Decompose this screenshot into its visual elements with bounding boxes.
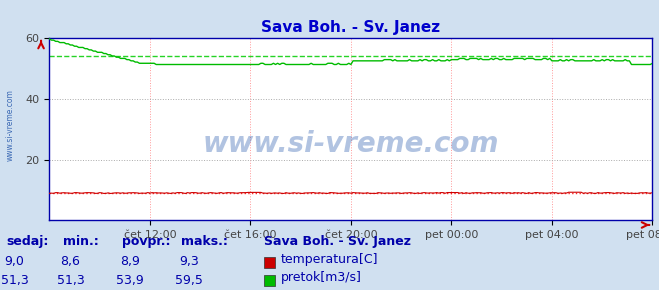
- Text: www.si-vreme.com: www.si-vreme.com: [5, 89, 14, 161]
- Text: 51,3: 51,3: [1, 274, 28, 287]
- Text: 9,0: 9,0: [5, 255, 24, 268]
- Text: 53,9: 53,9: [116, 274, 144, 287]
- Title: Sava Boh. - Sv. Janez: Sava Boh. - Sv. Janez: [262, 20, 440, 35]
- Text: Sava Boh. - Sv. Janez: Sava Boh. - Sv. Janez: [264, 235, 411, 248]
- Text: sedaj:: sedaj:: [7, 235, 49, 248]
- Text: www.si-vreme.com: www.si-vreme.com: [203, 130, 499, 158]
- Text: pretok[m3/s]: pretok[m3/s]: [281, 271, 362, 284]
- Text: 8,9: 8,9: [120, 255, 140, 268]
- Text: 8,6: 8,6: [61, 255, 80, 268]
- Text: 59,5: 59,5: [175, 274, 203, 287]
- Text: povpr.:: povpr.:: [122, 235, 171, 248]
- Text: min.:: min.:: [63, 235, 98, 248]
- Text: maks.:: maks.:: [181, 235, 228, 248]
- FancyBboxPatch shape: [264, 275, 275, 286]
- Text: 9,3: 9,3: [179, 255, 199, 268]
- Text: temperatura[C]: temperatura[C]: [281, 253, 378, 266]
- Text: 51,3: 51,3: [57, 274, 84, 287]
- FancyBboxPatch shape: [264, 257, 275, 268]
